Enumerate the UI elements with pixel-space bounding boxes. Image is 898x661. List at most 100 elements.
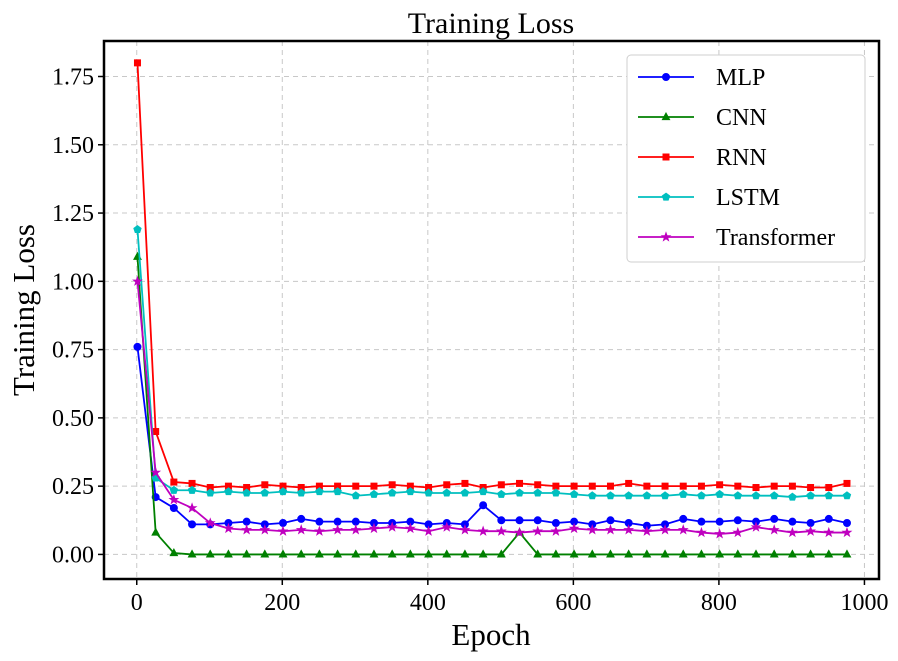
y-tick-label: 1.25 — [52, 201, 94, 227]
series-line-mlp — [136, 346, 848, 527]
data-point-cnn — [460, 549, 470, 558]
data-point-cnn — [624, 549, 634, 558]
data-point-cnn — [569, 549, 579, 558]
data-point-rnn — [625, 479, 633, 487]
legend-label-rnn: RNN — [716, 145, 767, 171]
data-point-lstm — [788, 492, 797, 501]
data-point-rnn — [606, 482, 614, 490]
data-point-transformer — [768, 524, 780, 535]
data-point-lstm — [187, 485, 197, 494]
y-ticks: 0.00 0.25 0.50 0.75 1.00 1.25 1.50 1.75 — [52, 65, 104, 568]
data-point-transformer — [677, 524, 689, 535]
data-point-lstm — [460, 488, 470, 497]
data-point-rnn — [807, 484, 815, 492]
data-point-lstm — [351, 491, 360, 500]
data-point-lstm — [588, 491, 597, 500]
data-point-cnn — [424, 549, 433, 558]
data-point-transformer — [477, 525, 489, 536]
data-point-transformer — [313, 525, 325, 536]
data-point-lstm — [133, 225, 142, 234]
data-point-lstm — [660, 491, 670, 500]
data-point-rnn — [843, 479, 851, 487]
data-point-cnn — [333, 549, 343, 558]
series-transformer — [132, 275, 853, 539]
data-point-rnn — [552, 482, 560, 490]
data-point-cnn — [369, 549, 379, 558]
data-point-cnn — [715, 549, 725, 558]
data-point-transformer — [259, 524, 271, 535]
data-point-cnn — [242, 549, 252, 558]
data-point-lstm — [551, 488, 561, 497]
data-point-mlp — [606, 516, 615, 525]
data-point-cnn — [478, 549, 488, 558]
data-point-cnn — [769, 549, 779, 558]
y-tick-label: 0.00 — [52, 542, 94, 568]
data-point-lstm — [733, 491, 743, 500]
data-point-lstm — [842, 491, 852, 500]
x-tick-label: 1000 — [840, 590, 888, 616]
data-point-lstm — [297, 488, 306, 497]
data-point-mlp — [806, 519, 815, 528]
data-point-cnn — [442, 549, 452, 558]
data-point-mlp — [679, 514, 688, 523]
data-point-rnn — [261, 481, 269, 489]
data-point-mlp — [842, 519, 851, 528]
series-layer — [132, 59, 853, 558]
series-line-transformer — [136, 281, 847, 535]
x-axis-label: Epoch — [451, 617, 531, 652]
data-point-mlp — [533, 516, 542, 525]
data-point-cnn — [806, 549, 816, 558]
data-point-cnn — [351, 549, 361, 558]
chart-title: Training Loss — [408, 7, 574, 40]
legend: MLP CNN RNN LSTM Transformer — [626, 54, 866, 263]
data-point-mlp — [515, 516, 524, 525]
data-point-transformer — [841, 526, 853, 538]
x-tick-label: 400 — [410, 590, 446, 616]
data-point-rnn — [188, 479, 196, 487]
data-point-transformer — [277, 525, 289, 536]
data-point-rnn — [370, 482, 378, 490]
data-point-cnn — [187, 549, 197, 558]
y-tick-label: 1.75 — [52, 65, 94, 91]
data-point-transformer — [132, 275, 143, 286]
legend-label-mlp: MLP — [716, 65, 765, 91]
legend-label-cnn: CNN — [716, 105, 767, 131]
series-cnn — [133, 251, 852, 558]
data-point-cnn — [660, 549, 670, 558]
data-point-lstm — [369, 489, 379, 498]
data-point-cnn — [787, 549, 797, 558]
data-point-lstm — [315, 487, 324, 496]
data-point-lstm — [424, 488, 433, 497]
series-line-rnn — [136, 62, 848, 489]
data-point-cnn — [842, 549, 852, 558]
data-point-mlp — [497, 516, 506, 525]
data-point-transformer — [659, 524, 671, 535]
data-point-transformer — [750, 521, 762, 532]
data-point-lstm — [624, 491, 633, 500]
data-point-transformer — [423, 525, 434, 536]
data-point-mlp — [333, 517, 342, 526]
y-tick-label: 0.50 — [52, 406, 94, 432]
data-point-transformer — [623, 524, 635, 535]
data-point-mlp — [715, 517, 724, 526]
data-point-mlp — [188, 520, 197, 529]
data-point-mlp — [788, 517, 797, 526]
data-point-rnn — [734, 482, 742, 490]
data-point-lstm — [206, 488, 215, 497]
data-point-transformer — [386, 521, 398, 532]
data-point-cnn — [278, 549, 288, 558]
data-point-rnn — [497, 481, 505, 489]
data-point-transformer — [805, 525, 817, 536]
legend-marker-lstm — [661, 192, 671, 201]
data-point-cnn — [551, 549, 561, 558]
data-point-rnn — [516, 479, 524, 487]
data-point-lstm — [278, 487, 288, 496]
data-point-mlp — [242, 517, 251, 526]
data-point-lstm — [515, 488, 524, 497]
data-point-cnn — [405, 549, 415, 558]
data-point-transformer — [241, 524, 253, 535]
series-line-cnn — [136, 256, 847, 556]
data-point-cnn — [296, 549, 306, 558]
legend-entry-cnn: CNN — [638, 105, 767, 131]
data-point-cnn — [733, 549, 743, 558]
